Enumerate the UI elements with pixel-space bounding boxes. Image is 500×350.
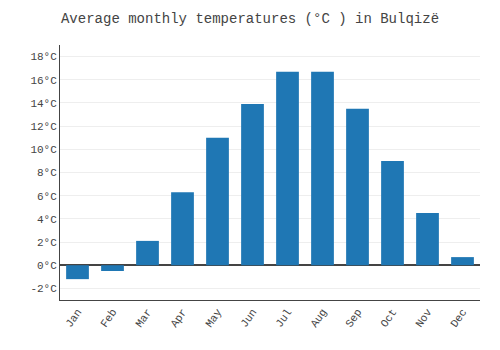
svg-text:Jul: Jul bbox=[273, 307, 294, 330]
svg-text:Feb: Feb bbox=[98, 307, 119, 330]
svg-text:-2°C: -2°C bbox=[30, 283, 57, 295]
svg-text:Mar: Mar bbox=[133, 307, 154, 330]
svg-text:Dec: Dec bbox=[448, 307, 469, 330]
svg-text:16°C: 16°C bbox=[30, 75, 57, 87]
svg-text:Nov: Nov bbox=[413, 306, 434, 329]
svg-text:Oct: Oct bbox=[378, 307, 399, 330]
svg-text:12°C: 12°C bbox=[30, 121, 57, 133]
svg-text:6°C: 6°C bbox=[37, 191, 57, 203]
svg-text:4°C: 4°C bbox=[37, 214, 57, 226]
svg-text:Jun: Jun bbox=[238, 307, 259, 330]
svg-text:Aug: Aug bbox=[308, 307, 329, 330]
svg-text:18°C: 18°C bbox=[30, 51, 57, 63]
svg-text:Jan: Jan bbox=[63, 307, 84, 330]
svg-text:Sep: Sep bbox=[343, 307, 364, 330]
svg-text:Apr: Apr bbox=[168, 307, 189, 330]
svg-text:8°C: 8°C bbox=[37, 167, 57, 179]
svg-text:Average monthly temperatures (: Average monthly temperatures (°C ) in Bu… bbox=[61, 11, 439, 27]
svg-text:2°C: 2°C bbox=[37, 237, 57, 249]
svg-text:May: May bbox=[203, 306, 224, 329]
svg-text:0°C: 0°C bbox=[37, 260, 57, 272]
svg-text:14°C: 14°C bbox=[30, 98, 57, 110]
svg-text:10°C: 10°C bbox=[30, 144, 57, 156]
